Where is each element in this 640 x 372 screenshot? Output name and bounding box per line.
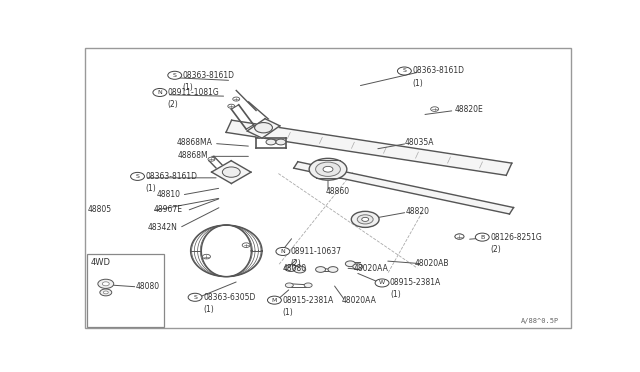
- Text: (1): (1): [145, 184, 156, 193]
- Circle shape: [351, 211, 379, 227]
- Text: (2): (2): [490, 245, 501, 254]
- Text: (2): (2): [291, 259, 301, 268]
- Text: 4WD: 4WD: [91, 258, 111, 267]
- Circle shape: [131, 172, 145, 180]
- Text: 08911-10637: 08911-10637: [291, 247, 342, 256]
- Circle shape: [102, 282, 109, 286]
- Circle shape: [153, 89, 167, 96]
- Circle shape: [100, 289, 112, 296]
- Text: S: S: [173, 73, 177, 78]
- Text: 48868MA: 48868MA: [177, 138, 213, 147]
- Text: M: M: [272, 298, 277, 303]
- Circle shape: [233, 97, 240, 101]
- Circle shape: [285, 283, 293, 288]
- Circle shape: [242, 243, 250, 247]
- Circle shape: [476, 233, 489, 241]
- Polygon shape: [294, 162, 513, 214]
- Text: W: W: [379, 280, 385, 285]
- Text: 08915-2381A: 08915-2381A: [282, 296, 333, 305]
- Circle shape: [357, 215, 373, 224]
- Circle shape: [455, 234, 464, 239]
- Circle shape: [268, 296, 282, 304]
- Text: N: N: [280, 249, 285, 254]
- Circle shape: [431, 107, 438, 111]
- Text: 08363-8161D: 08363-8161D: [145, 172, 198, 181]
- Text: 48820E: 48820E: [454, 105, 483, 115]
- Circle shape: [276, 139, 286, 145]
- Text: B: B: [480, 235, 484, 240]
- Circle shape: [316, 267, 326, 272]
- Circle shape: [266, 139, 276, 145]
- Text: 48080: 48080: [282, 264, 307, 273]
- Text: 48868M: 48868M: [177, 151, 208, 160]
- Circle shape: [323, 166, 333, 172]
- Circle shape: [375, 279, 389, 287]
- Text: (1): (1): [390, 291, 401, 299]
- Text: S: S: [193, 295, 197, 300]
- Circle shape: [255, 122, 273, 133]
- Text: 48810: 48810: [156, 190, 180, 199]
- Circle shape: [276, 247, 290, 256]
- Text: 48080: 48080: [136, 282, 159, 291]
- Text: S: S: [403, 68, 406, 74]
- Text: 48967E: 48967E: [154, 205, 182, 214]
- Text: 08363-6305D: 08363-6305D: [203, 293, 255, 302]
- Text: (2): (2): [168, 100, 179, 109]
- Text: (1): (1): [203, 305, 214, 314]
- Circle shape: [294, 266, 306, 273]
- Circle shape: [98, 279, 114, 288]
- Circle shape: [222, 167, 240, 177]
- Circle shape: [455, 234, 464, 239]
- Text: A/88^0.5P: A/88^0.5P: [520, 318, 559, 324]
- Circle shape: [353, 264, 363, 269]
- Circle shape: [202, 254, 211, 259]
- Polygon shape: [226, 120, 512, 175]
- Text: S: S: [136, 174, 140, 179]
- Text: 48020AB: 48020AB: [415, 259, 449, 268]
- Circle shape: [309, 158, 347, 180]
- Circle shape: [316, 162, 340, 176]
- Text: 08911-1081G: 08911-1081G: [168, 88, 220, 97]
- Text: 08915-2381A: 08915-2381A: [390, 279, 441, 288]
- Text: 48820: 48820: [406, 207, 430, 216]
- Circle shape: [168, 71, 182, 79]
- Bar: [88, 254, 164, 327]
- Text: N: N: [157, 90, 162, 95]
- Text: 08126-8251G: 08126-8251G: [490, 232, 542, 242]
- Text: 48860: 48860: [326, 187, 349, 196]
- Circle shape: [188, 293, 202, 301]
- Text: (1): (1): [282, 308, 293, 317]
- Text: (1): (1): [412, 78, 423, 87]
- Text: 48035A: 48035A: [405, 138, 435, 147]
- Text: 48020AA: 48020AA: [354, 264, 388, 273]
- Polygon shape: [247, 119, 280, 138]
- Text: 08363-8161D: 08363-8161D: [412, 67, 465, 76]
- Text: 48020AA: 48020AA: [341, 296, 376, 305]
- Text: 48805: 48805: [88, 205, 112, 214]
- Circle shape: [397, 67, 412, 75]
- Circle shape: [208, 157, 215, 161]
- Circle shape: [228, 104, 235, 108]
- Polygon shape: [212, 161, 251, 183]
- Circle shape: [103, 291, 108, 294]
- Text: (1): (1): [182, 83, 193, 92]
- Circle shape: [362, 217, 369, 221]
- Circle shape: [304, 283, 312, 288]
- Text: 08363-8161D: 08363-8161D: [182, 71, 235, 80]
- Circle shape: [346, 261, 355, 267]
- Circle shape: [328, 267, 338, 272]
- Text: 48342N: 48342N: [148, 223, 178, 232]
- Circle shape: [285, 264, 297, 272]
